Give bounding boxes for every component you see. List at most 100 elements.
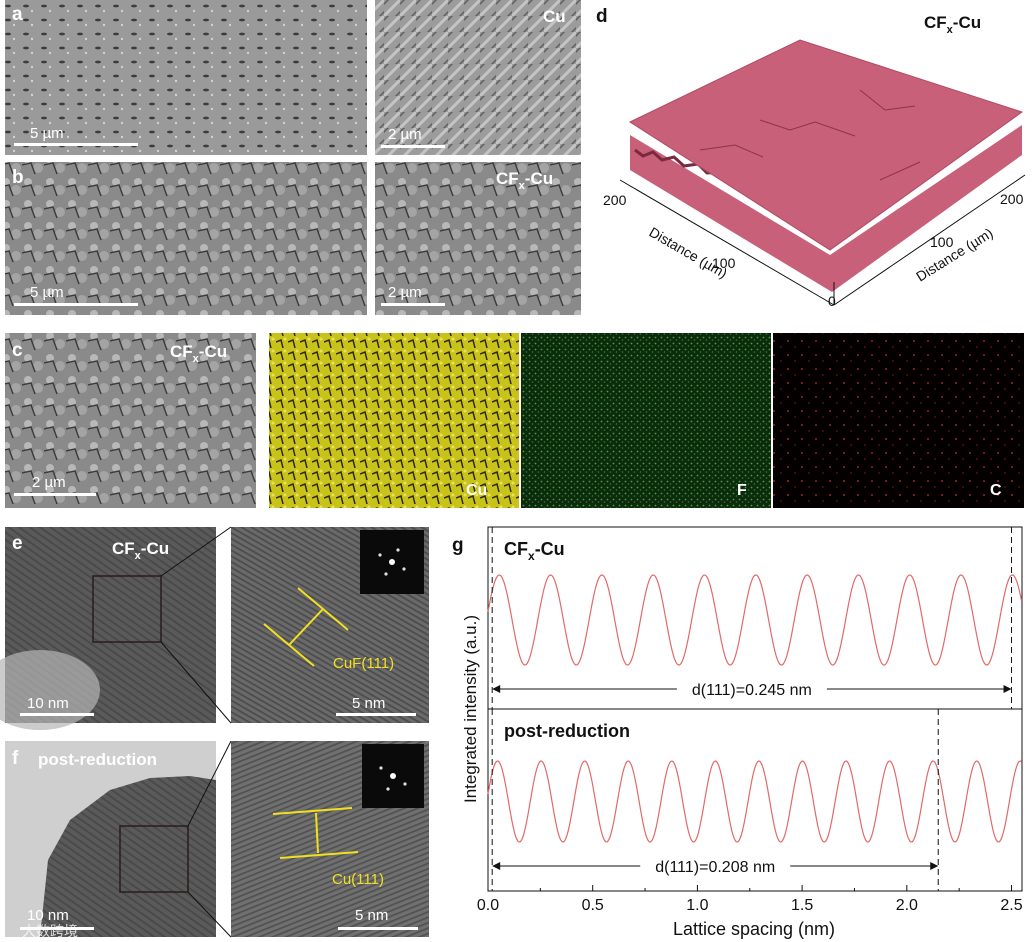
scale-bar-f-left: [20, 927, 94, 930]
x-tick-label: 0.0: [477, 897, 499, 914]
zoom-line-e-bottom: [160, 641, 232, 724]
panel-d: d CFx-Cu 200 100 0 100 200 Distance (µm)…: [596, 6, 1026, 309]
scale-label-a-left: 5 µm: [30, 125, 64, 142]
subplot-title: CFx-Cu: [504, 539, 565, 563]
annotation-arrowhead-right: [1003, 685, 1012, 693]
annotation-arrowhead-right: [930, 862, 939, 870]
lattice-arrow-e: [288, 608, 324, 646]
panel-f: f post-reduction 10 nm Cu(111) 5 nm 大数跨境: [5, 740, 429, 939]
scale-label-f-left: 10 nm: [27, 907, 69, 924]
sem-image-a-left: [5, 0, 367, 155]
eds-label-c: C: [990, 482, 1002, 499]
label-cfx-cu-d: CFx-Cu: [924, 13, 981, 36]
x-tick-label: 2.5: [1000, 897, 1022, 914]
lattice-label-e: CuF(111): [333, 655, 394, 672]
annotation-arrowhead-left: [492, 685, 501, 693]
surface-side: [630, 125, 1022, 292]
zoom-box-f: [119, 825, 189, 893]
scale-bar-f-right: [338, 927, 418, 930]
scale-bar-a-right: [381, 145, 445, 148]
fft-spot-e: [402, 567, 406, 571]
sem-image-b-right: [375, 162, 581, 315]
lattice-line-f-2: [279, 851, 359, 859]
eds-label-f: F: [737, 482, 747, 499]
sem-image-c: [5, 333, 256, 508]
tem-e-bright-region: [0, 650, 100, 730]
panel-a: a Cu 5 µm 2 µm: [5, 0, 581, 155]
annotation-label-bg: [676, 678, 827, 700]
panel-letter-c: c: [12, 340, 23, 361]
eds-map-f: [521, 333, 771, 508]
panel-letter-e: e: [12, 533, 23, 554]
fft-spot-e: [378, 553, 382, 557]
fft-spot-e-center: [389, 559, 395, 565]
panel-e: e CFx-Cu 10 nm CuF(111) 5 nm: [0, 526, 429, 730]
series-line-post-reduction: [487, 760, 1022, 843]
lattice-label-f: Cu(111): [332, 871, 384, 888]
zoom-line-f-top: [187, 740, 232, 827]
subplot-title: post-reduction: [504, 721, 630, 741]
scale-label-f-right: 5 nm: [355, 907, 388, 924]
x-tick-label: 0.5: [582, 897, 604, 914]
zoom-line-e-top: [160, 526, 232, 577]
tick-origin-0: 0: [828, 293, 836, 309]
panel-letter-f: f: [12, 748, 19, 769]
x-tick-label: 1.0: [686, 897, 708, 914]
scale-bar-b-left: [14, 303, 138, 306]
fft-spot-f: [379, 766, 383, 770]
zoom-line-f-bottom: [187, 891, 232, 938]
scale-bar-a-left: [14, 143, 138, 146]
scale-label-e-right: 5 nm: [352, 695, 385, 712]
axis-title-right: Distance (µm): [913, 225, 996, 285]
panel-letter-g: g: [452, 535, 464, 556]
x-axis-title: Lattice spacing (nm): [673, 919, 835, 939]
surface-top: [628, 39, 1024, 251]
eds-map-cu: [269, 333, 519, 508]
panel-b: b CFx-Cu 5 µm 2 µm: [5, 162, 581, 315]
sem-image-b-left: [5, 162, 367, 315]
label-cfx-cu-b: CFx-Cu: [496, 169, 553, 192]
label-cfx-cu-e: CFx-Cu: [112, 539, 169, 562]
panel-c: c CFx-Cu 2 µm Cu F C: [5, 333, 1024, 508]
axis-title-left: Distance (µm): [647, 224, 731, 282]
tick-left-100: 100: [712, 255, 736, 271]
series-line-cfx-cu: [487, 574, 1023, 666]
chart-marks: 0.0 0.5 1.0 1.5 2.0 2.5 d(111)=0.245 nm CFx-Cu d…: [477, 527, 1023, 914]
x-tick-label: 2.0: [896, 897, 918, 914]
watermark-text: 大数跨境: [22, 923, 78, 939]
fft-spot-f: [403, 782, 407, 786]
panel-letter-b: b: [12, 167, 24, 188]
label-post-reduction-f: post-reduction: [38, 750, 157, 769]
scale-label-b-left: 5 µm: [30, 284, 64, 301]
sem-image-a-right: [375, 0, 581, 155]
fft-spot-e: [396, 548, 400, 552]
tem-f-particle: [40, 776, 216, 937]
tick-right-200: 200: [1000, 191, 1024, 207]
eds-label-cu: Cu: [466, 482, 487, 499]
scale-bar-b-right: [381, 303, 445, 306]
fft-spot-f-center: [390, 773, 396, 779]
y-axis-title: Integrated intensity (a.u.): [461, 615, 480, 803]
panel-letter-d: d: [596, 6, 608, 27]
lattice-arrow-f: [315, 812, 319, 854]
annotation-label: d(111)=0.208 nm: [655, 859, 775, 876]
panel-g: g Integrated intensity (a.u.) Lattice sp…: [452, 526, 1023, 939]
scale-bar-e-left: [20, 713, 94, 716]
panel-letter-a: a: [12, 4, 23, 25]
annotation-label-bg: [640, 855, 791, 877]
fft-spot-f: [386, 787, 390, 791]
label-cfx-cu-c: CFx-Cu: [170, 342, 227, 365]
scale-label-e-left: 10 nm: [27, 695, 69, 712]
tick-left-200: 200: [603, 192, 627, 208]
lattice-line-f-1: [272, 807, 353, 815]
label-cu: Cu: [543, 7, 566, 26]
x-tick-label: 1.5: [791, 897, 813, 914]
eds-map-c: [773, 333, 1024, 508]
scale-label-c: 2 µm: [32, 474, 66, 491]
annotation-arrowhead-left: [492, 862, 501, 870]
scale-bar-e-right: [336, 713, 416, 716]
zoom-box-e: [92, 575, 162, 643]
surface-cracks: [699, 89, 921, 181]
annotation-label: d(111)=0.245 nm: [692, 682, 812, 699]
